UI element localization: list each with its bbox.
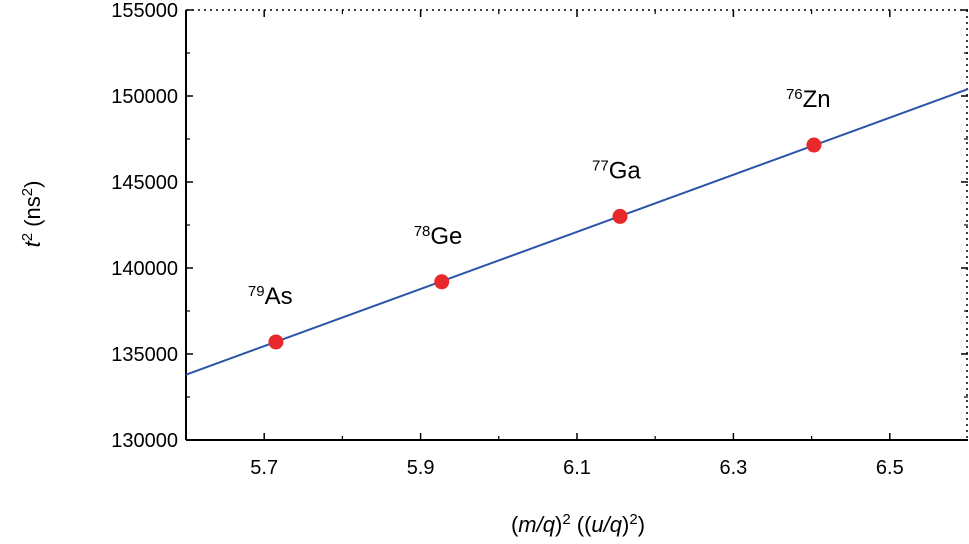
x-tick-label: 6.3 [719, 457, 747, 479]
point-label-as: 79As [248, 282, 293, 310]
point-label-zn: 76Zn [786, 86, 831, 114]
y-tick-label: 150000 [111, 86, 178, 108]
point-label-ge: 78Ge [414, 222, 463, 250]
x-tick-label: 6.1 [563, 457, 591, 479]
x-tick-label: 5.7 [250, 457, 278, 479]
data-point-ge [434, 274, 450, 290]
data-point-as [268, 334, 284, 350]
point-label-ga: 77Ga [592, 157, 641, 185]
y-tick-label: 155000 [111, 0, 178, 22]
y-axis-title: t2 (ns2) [19, 181, 46, 248]
data-point-ga [612, 208, 628, 224]
x-axis-title: (m/q)2 ((u/q)2) [511, 511, 645, 538]
y-tick-label: 140000 [111, 258, 178, 280]
x-tick-label: 5.9 [407, 457, 435, 479]
data-point-zn [806, 137, 822, 153]
y-tick-label: 130000 [111, 430, 178, 452]
y-tick-label: 145000 [111, 172, 178, 194]
x-tick-label: 6.5 [876, 457, 904, 479]
y-tick-label: 135000 [111, 344, 178, 366]
fit-line [185, 88, 969, 376]
